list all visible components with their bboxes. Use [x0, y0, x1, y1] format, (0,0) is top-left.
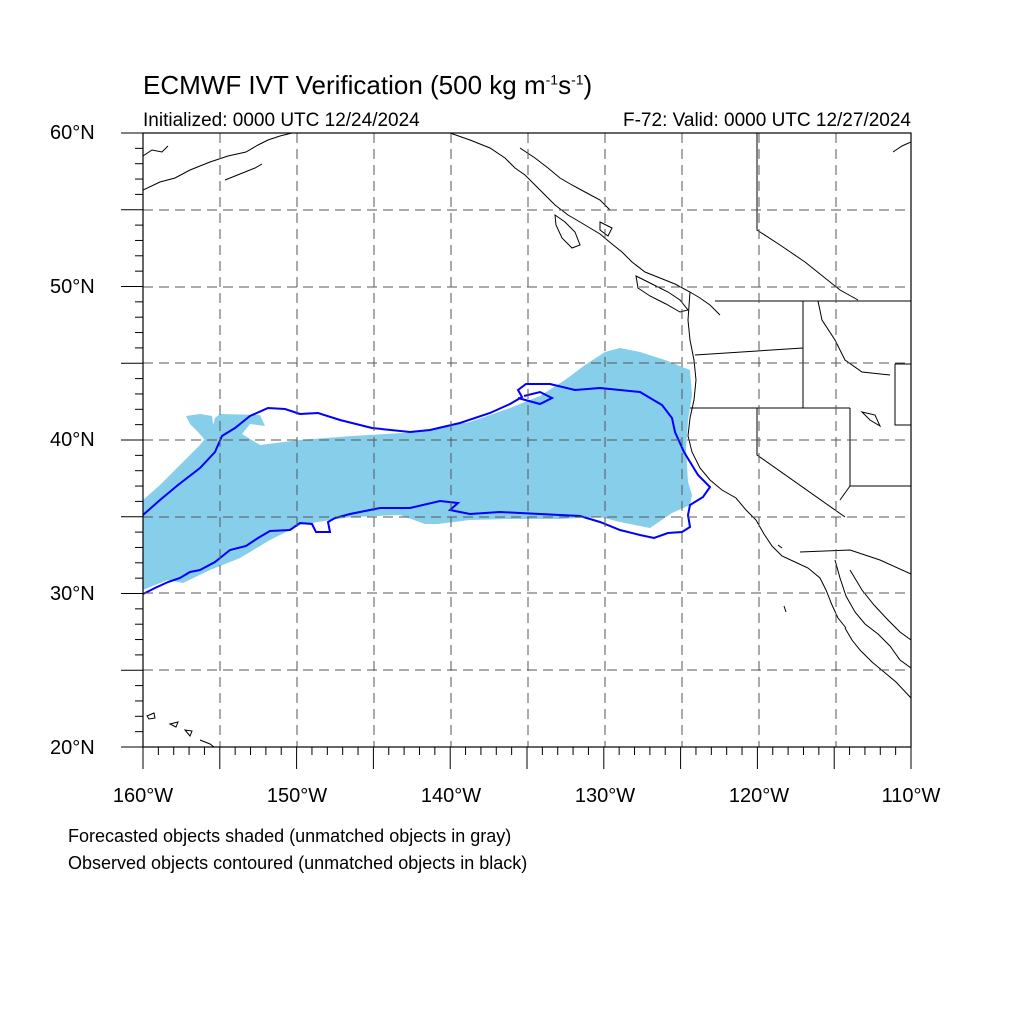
lon-label-150w: 150°W: [266, 785, 328, 807]
lat-label-30: 30°N: [50, 583, 95, 605]
title-close-paren: ): [583, 70, 593, 100]
title-unit-s: s: [558, 70, 572, 100]
lat-label-50: 50°N: [50, 276, 95, 298]
map-title: ECMWF IVT Verification (500 kg m-1s-1): [143, 70, 592, 101]
graticule: [143, 133, 911, 747]
lon-label-160w: 160°W: [112, 785, 174, 807]
init-time-label: Initialized: 0000 UTC 12/24/2024: [143, 110, 420, 131]
observed-ivt-notch: [517, 390, 555, 406]
title-exponent-2: -1: [571, 71, 584, 88]
axis-ticks: [121, 132, 912, 769]
political-borders: [690, 133, 911, 613]
footnote-forecast: Forecasted objects shaded (unmatched obj…: [68, 826, 512, 846]
lon-label-120w: 120°W: [728, 785, 790, 807]
lon-label-140w: 140°W: [420, 785, 482, 807]
title-exponent-1: -1: [545, 71, 559, 88]
lat-label-40: 40°N: [50, 429, 95, 451]
footnote-observed: Observed objects contoured (unmatched ob…: [68, 853, 528, 873]
lon-label-110w: 110°W: [881, 785, 941, 807]
lat-label-20: 20°N: [50, 737, 95, 759]
observed-ivt-contour: [143, 383, 712, 595]
lon-label-130w: 130°W: [574, 785, 636, 807]
valid-time-label: F-72: Valid: 0000 UTC 12/27/2024: [623, 110, 911, 131]
title-text: ECMWF IVT Verification (500 kg m: [143, 70, 546, 100]
lat-label-60: 60°N: [50, 122, 95, 144]
forecast-ivt-west-lobe: [186, 414, 214, 440]
